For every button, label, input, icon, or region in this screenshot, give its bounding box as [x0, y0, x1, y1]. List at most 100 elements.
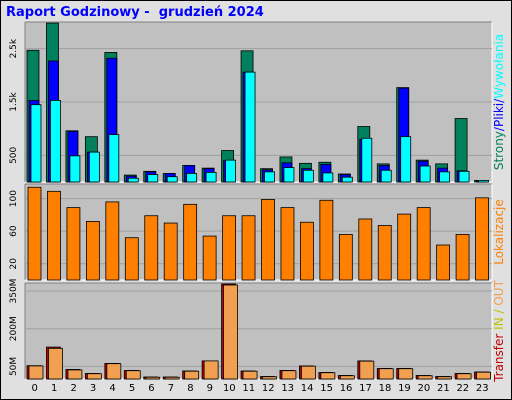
bar-transfer-in-8 — [184, 370, 200, 380]
bar-lokalizacje-19 — [397, 213, 412, 281]
bar-wywolania-23 — [478, 179, 489, 183]
bar-lokalizacje-5 — [124, 237, 139, 281]
panel-2-side-legend: Transfer IN / OUT — [492, 279, 506, 383]
side-legend-part: / — [492, 98, 506, 103]
bar-transfer-in-20 — [417, 375, 433, 380]
x-tick-label-9: 9 — [207, 383, 213, 394]
x-tick-label-14: 14 — [301, 383, 314, 394]
bar-transfer-in-19 — [398, 368, 414, 380]
x-tick-label-21: 21 — [437, 383, 450, 394]
bar-lokalizacje-2 — [66, 207, 81, 281]
bar-lokalizacje-13 — [280, 207, 295, 281]
panel-1-side-legend: Lokalizacje — [492, 199, 506, 265]
bar-transfer-in-16 — [339, 375, 355, 380]
x-tick-label-11: 11 — [242, 383, 255, 394]
bar-lokalizacje-21 — [436, 244, 451, 281]
bar-lokalizacje-14 — [300, 221, 314, 281]
bar-wywolania-14 — [303, 169, 314, 183]
chart-title: Raport Godzinowy - grudzień 2024 — [6, 5, 264, 20]
x-tick-label-12: 12 — [262, 383, 275, 394]
bar-wywolania-2 — [69, 155, 81, 183]
bar-wywolania-16 — [341, 176, 353, 183]
side-legend-part: / — [492, 126, 506, 131]
panel-2-y-tick-label: 350M — [9, 279, 19, 304]
bar-transfer-in-18 — [378, 368, 394, 380]
bar-wywolania-21 — [439, 171, 451, 183]
side-legend-part: Strony — [492, 131, 506, 170]
bar-wywolania-13 — [283, 167, 295, 183]
panel-2-background — [25, 283, 492, 379]
bar-lokalizacje-12 — [261, 199, 275, 281]
bar-transfer-in-1 — [48, 347, 63, 380]
bar-transfer-in-6 — [145, 376, 161, 380]
side-legend-part: Pliki — [492, 103, 506, 127]
x-tick-label-6: 6 — [148, 383, 154, 394]
bar-lokalizacje-8 — [183, 203, 198, 281]
bar-lokalizacje-4 — [105, 201, 120, 281]
x-tick-label-7: 7 — [168, 383, 174, 394]
panel-2-y-tick-label: 200M — [9, 316, 19, 341]
bar-transfer-in-23 — [476, 371, 491, 380]
bar-wywolania-7 — [166, 176, 178, 183]
bar-lokalizacje-15 — [319, 199, 334, 281]
bar-wywolania-22 — [458, 170, 470, 183]
bar-lokalizacje-3 — [85, 221, 100, 281]
bar-wywolania-9 — [205, 171, 217, 183]
bar-wywolania-3 — [88, 151, 100, 183]
bar-transfer-in-5 — [125, 370, 141, 380]
panel-1-y-tick-label: 100 — [9, 190, 19, 207]
bar-lokalizacje-6 — [144, 215, 159, 281]
bar-lokalizacje-18 — [377, 225, 392, 281]
bar-transfer-in-14 — [301, 365, 316, 380]
bar-wywolania-6 — [147, 174, 159, 183]
side-legend-part: OUT — [492, 279, 506, 309]
panel-0-y-tick-label: 500 — [9, 146, 19, 163]
bar-wywolania-5 — [127, 177, 139, 183]
bar-wywolania-0 — [30, 104, 42, 183]
x-tick-label-4: 4 — [109, 383, 115, 394]
bar-transfer-in-12 — [262, 376, 277, 380]
bar-wywolania-12 — [264, 171, 275, 183]
bar-lokalizacje-7 — [163, 222, 178, 281]
bar-wywolania-17 — [361, 137, 373, 183]
x-tick-label-17: 17 — [359, 383, 372, 394]
bar-transfer-in-2 — [67, 369, 83, 380]
x-tick-label-20: 20 — [418, 383, 431, 394]
x-tick-label-3: 3 — [90, 383, 96, 394]
side-legend-part: / — [492, 309, 506, 314]
x-tick-label-0: 0 — [32, 383, 38, 394]
bar-wywolania-10 — [225, 159, 236, 183]
bar-transfer-in-0 — [28, 365, 44, 380]
side-legend-part: IN — [492, 314, 506, 334]
side-legend-part: Transfer — [492, 334, 506, 383]
x-tick-label-22: 22 — [456, 383, 469, 394]
x-tick-label-23: 23 — [476, 383, 489, 394]
bar-transfer-in-13 — [281, 370, 297, 380]
x-tick-label-16: 16 — [340, 383, 353, 394]
x-tick-label-10: 10 — [223, 383, 236, 394]
bar-lokalizacje-17 — [358, 218, 373, 281]
x-tick-label-19: 19 — [398, 383, 411, 394]
bar-transfer-in-17 — [359, 360, 375, 380]
bar-lokalizacje-9 — [202, 235, 217, 281]
side-legend-part: Lokalizacje — [492, 199, 506, 265]
bar-wywolania-19 — [400, 136, 412, 183]
bar-wywolania-1 — [50, 100, 61, 183]
x-tick-label-18: 18 — [379, 383, 392, 394]
x-tick-label-2: 2 — [70, 383, 76, 394]
bar-transfer-in-21 — [437, 376, 453, 380]
bar-lokalizacje-16 — [338, 234, 353, 281]
x-tick-label-1: 1 — [51, 383, 57, 394]
bar-wywolania-4 — [108, 134, 120, 183]
bar-transfer-in-22 — [456, 373, 472, 380]
bar-wywolania-20 — [419, 165, 431, 183]
panel-2-y-tick-label: 50M — [9, 357, 19, 376]
panel-0-side-legend: Strony/Pliki/Wywołania — [492, 34, 506, 170]
bar-transfer-in-10 — [223, 284, 238, 380]
panel-0-y-tick-label: 2.5k — [9, 38, 19, 58]
bar-lokalizacje-10 — [222, 215, 236, 281]
x-tick-label-8: 8 — [187, 383, 193, 394]
bar-transfer-in-4 — [106, 363, 122, 380]
bar-transfer-in-3 — [86, 373, 102, 380]
